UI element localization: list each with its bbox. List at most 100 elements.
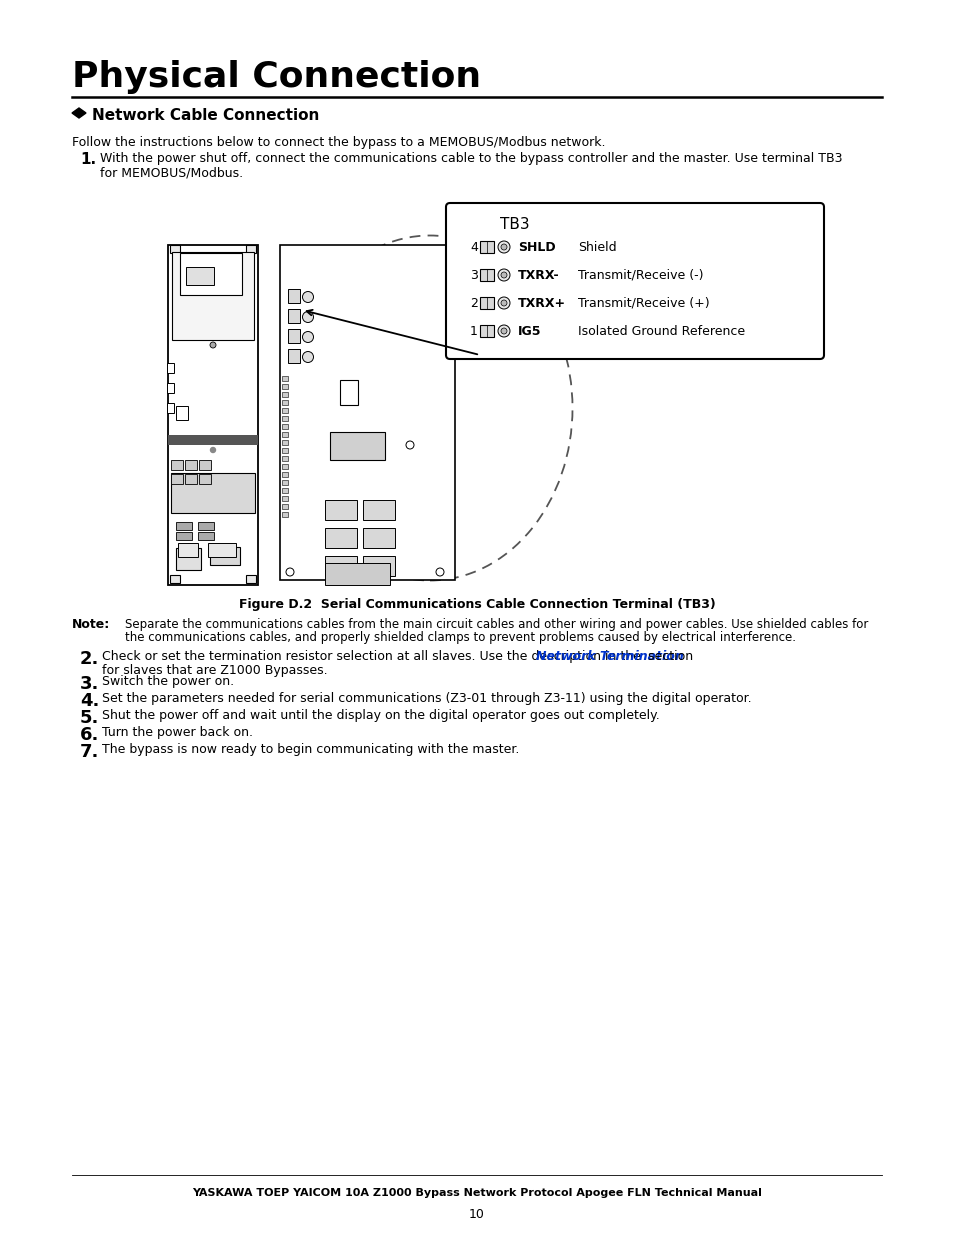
Bar xyxy=(282,400,288,405)
Bar xyxy=(363,529,395,548)
Bar xyxy=(330,432,385,459)
Bar xyxy=(246,576,255,583)
Bar xyxy=(282,496,288,501)
Circle shape xyxy=(302,331,314,342)
Text: 6.: 6. xyxy=(80,726,99,743)
Bar xyxy=(175,532,192,540)
Circle shape xyxy=(500,245,506,249)
Text: Separate the communications cables from the main circuit cables and other wiring: Separate the communications cables from … xyxy=(125,618,867,631)
Bar xyxy=(199,459,211,471)
Circle shape xyxy=(497,269,510,282)
Text: TXRX-: TXRX- xyxy=(517,269,559,282)
Bar xyxy=(282,391,288,396)
Text: 4: 4 xyxy=(470,241,477,254)
Text: for MEMOBUS/Modbus.: for MEMOBUS/Modbus. xyxy=(100,165,243,179)
Text: Figure D.2  Serial Communications Cable Connection Terminal (TB3): Figure D.2 Serial Communications Cable C… xyxy=(238,598,715,611)
Text: Network Cable Connection: Network Cable Connection xyxy=(91,107,319,124)
Circle shape xyxy=(211,447,215,452)
Text: With the power shut off, connect the communications cable to the bypass controll: With the power shut off, connect the com… xyxy=(100,152,841,165)
Bar xyxy=(282,480,288,485)
Bar xyxy=(171,474,183,484)
Bar xyxy=(175,406,188,420)
Bar xyxy=(180,253,242,295)
Text: TXRX+: TXRX+ xyxy=(517,296,565,310)
Circle shape xyxy=(302,291,314,303)
Text: for slaves that are Z1000 Bypasses.: for slaves that are Z1000 Bypasses. xyxy=(102,664,327,677)
Text: 2: 2 xyxy=(470,296,477,310)
Text: the communications cables, and properly shielded clamps to prevent problems caus: the communications cables, and properly … xyxy=(125,631,795,643)
Bar xyxy=(282,513,288,517)
Text: Network Termination: Network Termination xyxy=(536,650,683,663)
Text: Transmit/Receive (-): Transmit/Receive (-) xyxy=(578,269,702,282)
Polygon shape xyxy=(71,107,86,119)
Bar xyxy=(325,529,356,548)
Circle shape xyxy=(210,342,215,348)
Text: Isolated Ground Reference: Isolated Ground Reference xyxy=(578,325,744,338)
Text: The bypass is now ready to begin communicating with the master.: The bypass is now ready to begin communi… xyxy=(102,743,518,756)
Text: Check or set the termination resistor selection at all slaves. Use the descripti: Check or set the termination resistor se… xyxy=(102,650,644,663)
Text: section: section xyxy=(639,650,693,663)
Text: 3.: 3. xyxy=(80,676,99,693)
Bar xyxy=(282,504,288,509)
Bar xyxy=(186,267,213,285)
Text: SHLD: SHLD xyxy=(517,241,555,254)
Bar xyxy=(479,296,494,309)
Bar xyxy=(167,383,173,393)
Bar xyxy=(282,448,288,453)
Bar xyxy=(168,435,257,445)
Bar xyxy=(178,543,198,557)
Bar xyxy=(280,245,455,580)
Bar xyxy=(288,350,299,363)
Bar xyxy=(282,416,288,421)
Bar xyxy=(185,474,196,484)
Bar xyxy=(282,384,288,389)
Bar xyxy=(282,408,288,412)
Bar xyxy=(171,459,183,471)
Text: TB3: TB3 xyxy=(499,217,529,232)
Circle shape xyxy=(406,441,414,450)
Bar xyxy=(339,380,357,405)
Circle shape xyxy=(500,300,506,306)
Text: Switch the power on.: Switch the power on. xyxy=(102,676,233,688)
Circle shape xyxy=(497,325,510,337)
Circle shape xyxy=(302,352,314,363)
Circle shape xyxy=(302,311,314,322)
Bar xyxy=(167,403,173,412)
Text: 5.: 5. xyxy=(80,709,99,727)
Bar xyxy=(171,473,254,513)
Bar xyxy=(282,456,288,461)
Bar xyxy=(325,556,356,576)
Bar xyxy=(282,472,288,477)
Bar xyxy=(282,464,288,469)
Bar xyxy=(363,556,395,576)
Bar xyxy=(175,548,201,571)
Bar xyxy=(208,543,235,557)
Bar xyxy=(282,488,288,493)
Bar xyxy=(198,532,213,540)
Bar xyxy=(288,309,299,324)
Circle shape xyxy=(497,241,510,253)
Text: Turn the power back on.: Turn the power back on. xyxy=(102,726,253,739)
Bar xyxy=(325,500,356,520)
Bar xyxy=(363,500,395,520)
Bar xyxy=(172,252,253,340)
Text: 1: 1 xyxy=(470,325,477,338)
Circle shape xyxy=(436,568,443,576)
Bar xyxy=(185,459,196,471)
Bar xyxy=(479,325,494,337)
Bar xyxy=(168,245,257,585)
Bar xyxy=(199,474,211,484)
Circle shape xyxy=(286,568,294,576)
Text: 3: 3 xyxy=(470,269,477,282)
Text: 4.: 4. xyxy=(80,692,99,710)
Bar xyxy=(198,522,213,530)
Bar xyxy=(282,432,288,437)
Bar xyxy=(282,375,288,382)
Bar xyxy=(325,563,390,585)
Text: Set the parameters needed for serial communications (Z3-01 through Z3-11) using : Set the parameters needed for serial com… xyxy=(102,692,751,705)
Bar xyxy=(175,522,192,530)
Bar xyxy=(282,440,288,445)
Circle shape xyxy=(500,329,506,333)
Bar xyxy=(282,424,288,429)
Bar xyxy=(288,329,299,343)
